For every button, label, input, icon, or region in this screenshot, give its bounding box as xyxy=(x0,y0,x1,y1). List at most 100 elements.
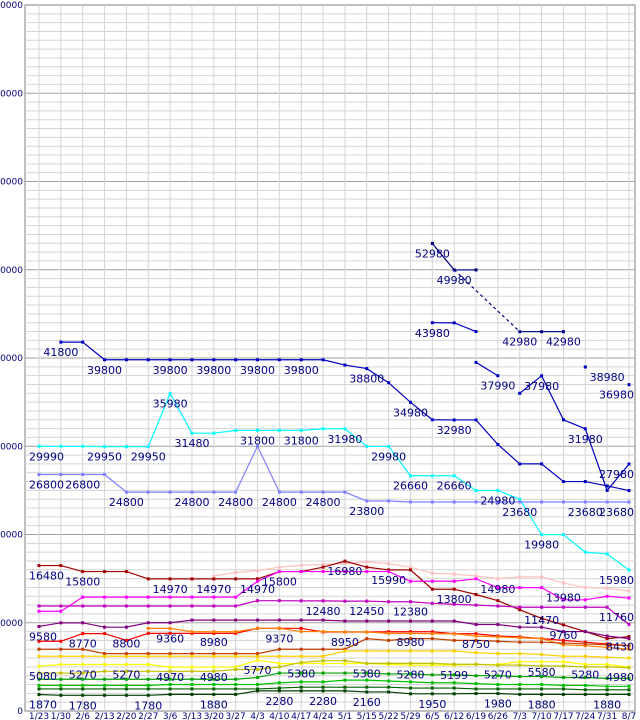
data-point xyxy=(583,662,587,666)
data-point xyxy=(627,635,631,639)
data-label: 23800 xyxy=(349,505,384,518)
data-point xyxy=(321,630,325,634)
x-tick-label: 4/3 xyxy=(250,712,264,720)
data-point xyxy=(496,639,500,643)
data-point xyxy=(256,654,260,658)
data-point xyxy=(59,654,63,658)
data-point xyxy=(627,623,631,627)
series-22 xyxy=(37,689,631,697)
data-point xyxy=(496,489,500,493)
data-point xyxy=(452,686,456,690)
data-point xyxy=(518,636,522,640)
data-point xyxy=(518,330,522,334)
data-point xyxy=(81,693,85,697)
data-point xyxy=(474,687,478,691)
data-point xyxy=(496,674,500,678)
data-point xyxy=(81,632,85,636)
data-point xyxy=(474,603,478,607)
data-point xyxy=(37,677,41,681)
data-point xyxy=(561,500,565,504)
data-point xyxy=(452,632,456,636)
data-point xyxy=(518,497,522,501)
data-point xyxy=(627,489,631,493)
y-tick-label: 80000 xyxy=(0,1,23,11)
data-point xyxy=(256,675,260,679)
data-point xyxy=(430,661,434,665)
data-point xyxy=(430,681,434,685)
data-point xyxy=(387,562,391,566)
data-point xyxy=(59,662,63,666)
data-label: 52980 xyxy=(415,247,450,260)
data-point xyxy=(540,653,544,657)
data-point xyxy=(321,671,325,675)
data-point xyxy=(277,626,281,630)
data-point xyxy=(124,445,128,449)
y-tick-label: 20000 xyxy=(0,531,23,541)
data-label: 1880 xyxy=(593,698,621,711)
data-point xyxy=(365,649,369,653)
data-point xyxy=(561,687,565,691)
data-point xyxy=(256,358,260,362)
data-point xyxy=(540,330,544,334)
data-point xyxy=(146,654,150,658)
data-point xyxy=(408,692,412,696)
data-label: 1880 xyxy=(200,698,228,711)
data-point xyxy=(103,669,107,673)
data-point xyxy=(124,669,128,673)
data-point xyxy=(168,358,172,362)
data-point xyxy=(430,241,434,245)
data-point xyxy=(103,358,107,362)
x-tick-label: 2/13 xyxy=(94,712,114,720)
data-point xyxy=(59,687,63,691)
data-label: 5280 xyxy=(396,668,424,681)
data-label: 9370 xyxy=(265,632,293,645)
data-point xyxy=(190,630,194,634)
data-point xyxy=(81,671,85,675)
data-label: 1780 xyxy=(134,699,162,712)
data-point xyxy=(452,602,456,606)
data-point xyxy=(277,570,281,574)
data-point xyxy=(256,652,260,656)
data-label: 9580 xyxy=(29,630,57,643)
data-point xyxy=(408,672,412,676)
data-point xyxy=(124,625,128,629)
data-point xyxy=(321,654,325,658)
data-point xyxy=(583,692,587,696)
data-point xyxy=(81,444,85,448)
data-label: 12480 xyxy=(306,605,341,618)
data-point xyxy=(37,624,41,628)
series-12 xyxy=(37,618,631,641)
data-label: 8980 xyxy=(396,636,424,649)
data-point xyxy=(583,585,587,589)
data-point xyxy=(561,623,565,627)
data-point xyxy=(190,631,194,635)
data-point xyxy=(277,662,281,666)
x-tick-label: 6/26 xyxy=(488,712,508,720)
data-point xyxy=(583,630,587,634)
data-label: 4980 xyxy=(200,671,228,684)
x-tick-label: 6/5 xyxy=(425,712,439,720)
data-point xyxy=(627,656,631,660)
data-point xyxy=(81,621,85,625)
data-point xyxy=(299,680,303,684)
data-point xyxy=(496,692,500,696)
series-1 xyxy=(583,365,631,387)
data-point xyxy=(124,687,128,691)
data-point xyxy=(168,604,172,608)
data-point xyxy=(627,596,631,600)
data-point xyxy=(605,586,609,590)
series-11 xyxy=(37,599,631,627)
data-point xyxy=(37,647,41,651)
data-label: 5280 xyxy=(571,668,599,681)
data-point xyxy=(277,358,281,362)
data-point xyxy=(146,683,150,687)
data-point xyxy=(496,374,500,378)
data-point xyxy=(299,654,303,658)
data-point xyxy=(299,671,303,675)
data-point xyxy=(321,490,325,494)
x-tick-label: 7/3 xyxy=(512,712,526,720)
series-2 xyxy=(474,360,500,378)
data-label: 15800 xyxy=(262,576,297,589)
data-point xyxy=(561,581,565,585)
